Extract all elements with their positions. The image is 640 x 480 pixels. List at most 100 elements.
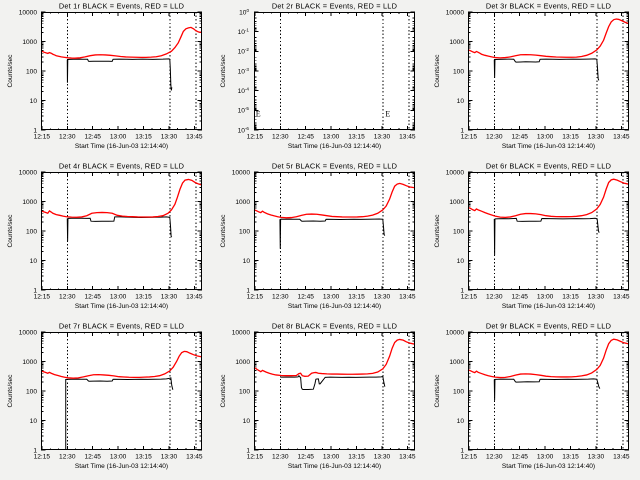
x-tick-label: 12:45 xyxy=(298,133,315,140)
y-tick-label: 10-4 xyxy=(238,86,250,95)
y-tick-label: 10 xyxy=(30,418,38,425)
x-tick-label: 13:45 xyxy=(399,453,416,460)
y-tick-label: 10 xyxy=(456,418,464,425)
x-tick-label: 13:15 xyxy=(349,133,366,140)
x-tick-label: 13:00 xyxy=(537,293,554,300)
y-tick-label: 10-3 xyxy=(238,67,250,76)
x-tick-label: 13:45 xyxy=(613,453,630,460)
panel-title: Det 1r BLACK = Events, RED = LLD xyxy=(59,2,184,11)
y-tick-label: 1000 xyxy=(236,199,251,206)
y-tick-label: 1 xyxy=(460,127,464,134)
x-tick-label: 12:45 xyxy=(298,293,315,300)
x-tick-label: 13:15 xyxy=(135,453,152,460)
y-tick-label: 1000 xyxy=(22,359,37,366)
x-tick-label: 13:45 xyxy=(399,133,416,140)
y-tick-label: 100 xyxy=(239,388,250,395)
y-tick-label: 1000 xyxy=(449,359,464,366)
x-tick-label: 13:15 xyxy=(135,133,152,140)
x-tick-label: 13:45 xyxy=(186,293,203,300)
y-tick-label: 10 xyxy=(243,418,251,425)
y-tick-label: 10000 xyxy=(19,9,38,16)
x-tick-label: 13:30 xyxy=(374,453,391,460)
x-tick-label: 13:45 xyxy=(399,293,416,300)
chart-svg: 1 10 100 1000 10000 12:15 12:30 12:45 13:00 13:15… xyxy=(7,162,203,310)
x-tick-label: 13:00 xyxy=(110,133,127,140)
y-tick-label: 10000 xyxy=(19,329,38,336)
y-tick-label: 1 xyxy=(33,287,37,294)
y-tick-label: 1000 xyxy=(22,39,37,46)
x-tick-label: 13:30 xyxy=(374,133,391,140)
x-tick-label: 13:30 xyxy=(587,453,604,460)
y-axis-label: Counts/sec xyxy=(7,54,14,88)
y-tick-label: 100 xyxy=(453,388,464,395)
chart-svg: 1 10 100 1000 10000 12:15 12:30 12:45 13:00 13:15… xyxy=(7,322,203,470)
series-lld xyxy=(40,350,202,379)
series-events xyxy=(493,378,600,401)
y-tick-label: 10000 xyxy=(445,9,464,16)
x-axis-label: Start Time (16-Jun-03 12:14:40) xyxy=(288,463,381,470)
y-tick-label: 1000 xyxy=(449,39,464,46)
series-events xyxy=(279,218,386,249)
y-tick-label: 10-2 xyxy=(238,47,250,56)
x-tick-label: 12:15 xyxy=(247,453,264,460)
x-tick-label: 12:30 xyxy=(486,453,503,460)
y-tick-label: 10-5 xyxy=(238,106,250,115)
x-tick-label: 12:15 xyxy=(34,453,51,460)
panel-title: Det 8r BLACK = Events, RED = LLD xyxy=(272,322,397,331)
x-axis-label: Start Time (16-Jun-03 12:14:40) xyxy=(288,303,381,310)
y-tick-label: 1 xyxy=(247,287,251,294)
x-axis-label: Start Time (16-Jun-03 12:14:40) xyxy=(75,303,168,310)
y-tick-label: 10 xyxy=(30,258,38,265)
x-axis-label: Start Time (16-Jun-03 12:14:40) xyxy=(288,143,381,150)
y-tick-label: 100 xyxy=(239,228,250,235)
x-tick-label: 12:15 xyxy=(460,133,477,140)
chart-svg: 10-6 10-5 10-4 10-3 10-2 10-1 100 12:15 12:30 12:… xyxy=(220,2,416,150)
x-tick-label: 13:15 xyxy=(562,453,579,460)
chart-panel-9: 1 10 100 1000 10000 12:15 12:30 12:45 13:00 13:15… xyxy=(427,320,640,480)
x-tick-label: 12:30 xyxy=(272,133,289,140)
y-tick-label: 1000 xyxy=(22,199,37,206)
y-tick-label: 10000 xyxy=(445,169,464,176)
x-tick-label: 12:45 xyxy=(511,133,528,140)
series-lld xyxy=(467,178,628,219)
panel-title: Det 5r BLACK = Events, RED = LLD xyxy=(272,162,397,171)
y-tick-label: 10000 xyxy=(232,169,251,176)
y-axis-label: Counts/sec xyxy=(434,54,441,88)
x-tick-label: 12:30 xyxy=(486,293,503,300)
x-tick-label: 12:15 xyxy=(34,293,51,300)
y-tick-label: 100 xyxy=(26,228,37,235)
x-tick-label: 12:30 xyxy=(486,133,503,140)
x-tick-label: 13:00 xyxy=(537,453,554,460)
chart-svg: 1 10 100 1000 10000 12:15 12:30 12:45 13:00 13:15… xyxy=(434,322,630,470)
y-tick-label: 1 xyxy=(247,447,251,454)
y-tick-label: 100 xyxy=(453,68,464,75)
y-tick-label: 1000 xyxy=(449,199,464,206)
x-tick-label: 13:30 xyxy=(374,293,391,300)
x-tick-label: 13:15 xyxy=(562,133,579,140)
x-tick-label: 13:00 xyxy=(110,293,127,300)
y-tick-label: 100 xyxy=(26,68,37,75)
y-axis-label: Counts/sec xyxy=(434,374,441,408)
y-axis-label: Counts/sec xyxy=(7,214,14,248)
x-tick-label: 13:45 xyxy=(186,453,203,460)
chart-panel-5: 1 10 100 1000 10000 12:15 12:30 12:45 13:00 13:15… xyxy=(213,160,426,320)
y-axis-label: Counts/sec xyxy=(7,374,14,408)
x-tick-label: 13:30 xyxy=(587,293,604,300)
annotation-marker: E xyxy=(256,109,261,118)
x-tick-label: 13:00 xyxy=(110,453,127,460)
series-lld xyxy=(40,26,202,59)
chart-panel-2: 10-6 10-5 10-4 10-3 10-2 10-1 100 12:15 12:30 12:… xyxy=(213,0,426,160)
x-tick-label: 13:00 xyxy=(537,133,554,140)
y-axis-label: Counts/sec xyxy=(434,214,441,248)
series-lld xyxy=(40,178,202,218)
chart-panel-8: 1 10 100 1000 10000 12:15 12:30 12:45 13:00 13:15… xyxy=(213,320,426,480)
y-axis-label: Counts/sec xyxy=(220,374,227,408)
panel-title: Det 9r BLACK = Events, RED = LLD xyxy=(486,322,611,331)
series-events xyxy=(65,377,174,450)
x-tick-label: 12:45 xyxy=(298,453,315,460)
x-axis-label: Start Time (16-Jun-03 12:14:40) xyxy=(502,463,595,470)
series-lld xyxy=(467,338,628,379)
panel-title: Det 4r BLACK = Events, RED = LLD xyxy=(59,162,184,171)
panel-title: Det 7r BLACK = Events, RED = LLD xyxy=(59,322,184,331)
chart-panel-1: 1 10 100 1000 10000 12:15 12:30 12:45 13:00 13:15… xyxy=(0,0,213,160)
